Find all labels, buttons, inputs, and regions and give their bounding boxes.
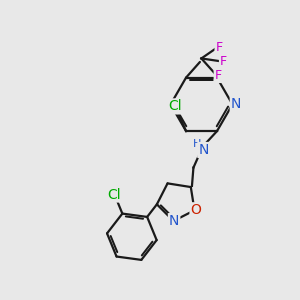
Text: Cl: Cl (108, 188, 121, 202)
Text: N: N (198, 143, 208, 157)
Text: F: F (220, 55, 227, 68)
Text: O: O (190, 203, 201, 217)
Text: H: H (194, 139, 202, 149)
Text: F: F (215, 41, 223, 54)
Text: N: N (169, 214, 179, 228)
Text: N: N (231, 98, 241, 111)
Text: F: F (214, 69, 222, 82)
Text: Cl: Cl (168, 99, 182, 113)
